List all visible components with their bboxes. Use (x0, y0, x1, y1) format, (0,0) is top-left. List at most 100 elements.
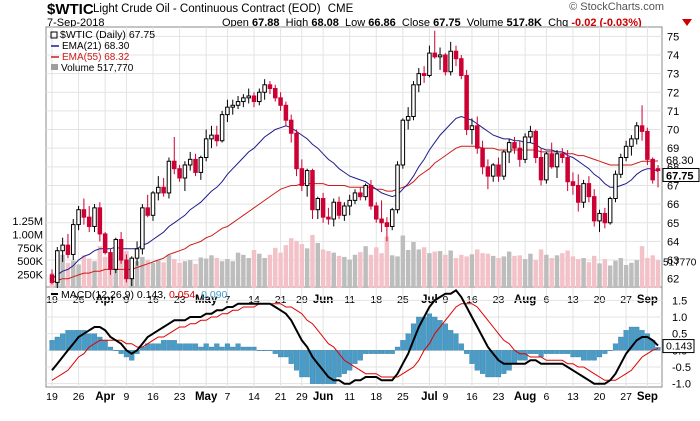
volume-bar (172, 259, 177, 288)
volume-bar (501, 256, 507, 288)
candle-body (187, 158, 193, 166)
candle-body (193, 158, 198, 173)
brand-watermark: © StockCharts.com (569, 1, 664, 13)
volume-bar (156, 260, 161, 288)
candle-body (613, 173, 618, 200)
volume-bar (267, 254, 273, 288)
x-axis-label: 27 (620, 391, 632, 403)
candle-body (437, 54, 443, 58)
candle-body (432, 52, 437, 58)
volume-bar (352, 254, 358, 288)
candle-body (459, 58, 464, 76)
volume-bar (570, 256, 576, 288)
volume-bar (639, 246, 645, 288)
candle-body (230, 104, 235, 108)
macd-histogram-bar (506, 350, 512, 371)
candle-body (411, 84, 416, 117)
candle-body (358, 192, 363, 198)
candle-body (528, 130, 533, 138)
candle-body (283, 104, 289, 121)
macd-value-marker: 0.143 (666, 341, 692, 353)
macd-histogram-bar (453, 333, 459, 351)
candle-body (443, 54, 448, 73)
macd-histogram-bar (288, 350, 294, 364)
macd-histogram-bar (60, 333, 66, 351)
macd-histogram-bar (538, 350, 544, 358)
macd-tick-label: 1.5 (672, 295, 687, 307)
macd-signal-line (51, 303, 659, 381)
volume-bar (448, 250, 453, 288)
candle-body (331, 201, 336, 220)
candle-body (177, 168, 182, 179)
volume-bar (581, 258, 586, 288)
macd-legend-part: 0.090 (201, 289, 227, 301)
candle-body (544, 153, 549, 181)
candle-body (501, 151, 507, 177)
macd-histogram-bar (214, 343, 220, 351)
price-panel-frame (45, 26, 663, 289)
candle-body (405, 115, 411, 121)
macd-histogram-bar (511, 350, 518, 364)
volume-bar (485, 253, 491, 288)
volume-bar (400, 235, 406, 288)
x-axis-label: 6 (543, 391, 549, 403)
candle-body (581, 183, 586, 203)
x-axis-label: 7 (224, 391, 230, 403)
volume-bar (607, 265, 613, 288)
macd-histogram-bar (495, 350, 502, 378)
price-tick-label: 71 (667, 106, 679, 118)
price-tick-label: 70 (667, 125, 679, 137)
macd-histogram-bar (469, 350, 475, 364)
macd-histogram-bar (474, 350, 480, 371)
x-axis-label: 16 (466, 391, 478, 403)
volume-bar (416, 249, 422, 288)
macd-histogram-bar (155, 343, 161, 351)
volume-bar (464, 256, 469, 288)
macd-histogram-bar (118, 350, 124, 354)
candle-body (570, 181, 576, 186)
macd-histogram-bar (272, 350, 278, 354)
candle-body (475, 125, 480, 149)
volume-bar (76, 264, 81, 288)
x-axis-label: Jul (421, 391, 438, 403)
macd-line (51, 288, 659, 385)
volume-bar (475, 249, 480, 288)
volume-bar (363, 246, 368, 288)
volume-bar (225, 259, 230, 288)
price-tick-label: 74 (667, 50, 679, 62)
legend-ema21-label: EMA(21) 68.30 (62, 41, 130, 52)
macd-histogram-bar (293, 350, 300, 371)
volume-bar (533, 260, 538, 288)
macd-histogram-bar (570, 350, 576, 358)
candle-body (315, 198, 321, 211)
macd-histogram-bar (347, 350, 353, 371)
candle-body (129, 257, 134, 280)
volume-bar (421, 247, 427, 288)
macd-histogram-bar (262, 350, 268, 351)
volume-bar (602, 259, 608, 288)
volume-tick-label: 250K (17, 270, 43, 282)
x-axis-label: 26 (73, 391, 85, 403)
candle-body (76, 209, 81, 226)
macd-histogram-bar (581, 350, 587, 361)
volume-tick-label: 750K (17, 243, 43, 255)
candle-body (506, 142, 512, 153)
candle-body (639, 125, 645, 132)
candle-body (421, 73, 427, 76)
volume-bar (613, 260, 618, 288)
volume-bar (586, 262, 592, 288)
macd-histogram-bar (54, 336, 60, 351)
volume-bar (145, 260, 150, 288)
macd-histogram-bar (405, 333, 411, 351)
macd-histogram-bar (203, 343, 209, 351)
x-axis-label: 19 (46, 391, 58, 403)
x-axis-label: 23 (493, 391, 505, 403)
macd-histogram-bar (113, 350, 119, 351)
candle-body (416, 73, 422, 86)
candle-body (65, 244, 71, 255)
candle-body (453, 50, 459, 60)
candle-body (379, 218, 384, 224)
candle-body (565, 157, 570, 183)
volume-bar (618, 258, 624, 288)
